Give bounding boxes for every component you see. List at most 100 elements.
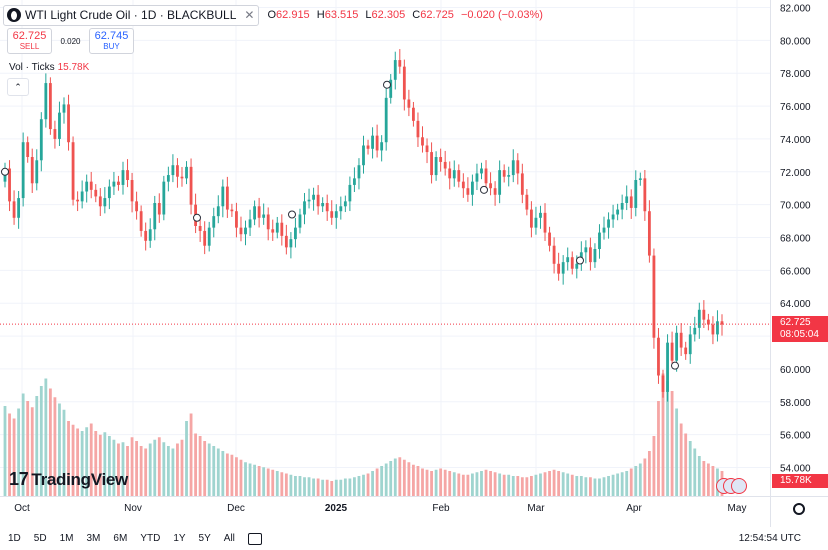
candle-body (153, 203, 157, 230)
candle-body (375, 135, 379, 151)
volume-bar (253, 464, 256, 496)
high-key: H (316, 9, 325, 21)
candle-body (53, 129, 57, 139)
candle-body (702, 309, 706, 320)
volume-bar (266, 468, 270, 496)
bar-countdown: 08:05:04 (780, 329, 819, 340)
candle-body (570, 257, 574, 269)
candle-body (611, 214, 615, 220)
candle-body (380, 142, 384, 151)
economic-event-flag-icon[interactable] (731, 478, 747, 494)
volume-bar (139, 446, 143, 496)
candle-body (557, 263, 561, 274)
candle-body (162, 181, 166, 215)
candle-body (516, 160, 520, 174)
volume-bar (135, 441, 139, 496)
volume-bar (275, 471, 279, 496)
volume-bar (98, 434, 102, 496)
volume-bar (235, 457, 238, 496)
candle-body (98, 196, 102, 207)
price-tick-label: 72.000 (780, 168, 811, 179)
volume-bar (443, 469, 447, 496)
volume-bar (520, 477, 524, 496)
candle-body (148, 229, 152, 241)
volume-bar (402, 459, 406, 496)
price-tick-label: 56.000 (780, 431, 811, 442)
volume-bar (26, 401, 30, 496)
range-button-5d[interactable]: 5D (33, 533, 47, 544)
volume-bar (157, 437, 161, 496)
time-tick-label: Nov (124, 503, 142, 514)
candle-body (85, 181, 89, 192)
candle-body (716, 321, 719, 335)
candle-body (316, 194, 320, 207)
volume-bar (421, 468, 424, 496)
chevron-up-icon[interactable]: ⌃ (7, 78, 29, 96)
candle-body (166, 175, 170, 182)
range-button-6m[interactable]: 6M (113, 533, 128, 544)
date-range-icon[interactable] (247, 532, 262, 545)
volume-bar (371, 471, 374, 496)
symbol-title[interactable]: WTI Light Crude Oil · 1D · BLACKBULL (25, 8, 237, 22)
candle-body (330, 211, 334, 218)
volume-bar (493, 472, 497, 496)
volume-bar (588, 477, 592, 496)
candle-body (452, 170, 456, 179)
oil-drop-icon (7, 8, 21, 22)
range-button-ytd[interactable]: YTD (140, 533, 161, 544)
high-value: 63.515 (324, 9, 359, 21)
tradingview-wordmark: TradingView (31, 469, 128, 489)
candle-body (62, 104, 66, 113)
candle-body (289, 239, 293, 248)
sell-label: SELL (19, 41, 40, 51)
range-button-all[interactable]: All (223, 533, 235, 544)
volume-bar (666, 381, 669, 496)
gear-icon[interactable] (793, 503, 805, 515)
volume-bar (393, 458, 397, 496)
range-button-3m[interactable]: 3M (86, 533, 101, 544)
candle-body (525, 194, 529, 210)
volume-bar (570, 474, 574, 496)
volume-bar (516, 476, 520, 496)
candle-body (189, 166, 193, 205)
candle-body (706, 319, 710, 325)
candle-body (348, 184, 352, 202)
candle-body (185, 166, 188, 179)
candle-body (430, 152, 433, 176)
last-price-value: 62.725 (780, 317, 811, 328)
volume-bar (452, 472, 456, 496)
candle-body (112, 181, 116, 187)
volume-bar (180, 439, 184, 496)
range-button-1m[interactable]: 1M (59, 533, 74, 544)
volume-bar (44, 378, 48, 496)
volume-bar (148, 443, 152, 496)
volume-bar (507, 474, 511, 496)
candle-body (157, 203, 161, 215)
candle-body (543, 212, 547, 233)
volume-bar (316, 478, 320, 496)
candle-body (593, 249, 597, 263)
volume-bar (548, 471, 551, 496)
range-button-5y[interactable]: 5Y (198, 533, 211, 544)
trade-panel: 62.725 SELL 0.020 62.745 BUY (7, 28, 134, 54)
change-value: −0.020 (−0.03%) (460, 9, 543, 21)
open-key: O (267, 9, 277, 21)
candle-body (107, 186, 111, 199)
candle-body (498, 170, 502, 195)
sell-button[interactable]: 62.725 SELL (7, 28, 52, 54)
candle-body (294, 227, 297, 240)
candle-body (176, 165, 179, 177)
candle-body (539, 212, 542, 218)
volume-legend[interactable]: Vol · Ticks 15.78K (9, 62, 89, 73)
volume-bar (543, 472, 547, 496)
ohlc-values: O62.915 H63.515 L62.305 C62.725 −0.020 (… (267, 9, 546, 21)
buy-button[interactable]: 62.745 BUY (89, 28, 134, 54)
range-button-1y[interactable]: 1Y (173, 533, 186, 544)
event-marker (383, 80, 391, 89)
symbol-box[interactable]: WTI Light Crude Oil · 1D · BLACKBULL ✕ (3, 4, 260, 26)
utc-clock[interactable]: 12:54:54 UTC (738, 533, 801, 544)
close-icon[interactable]: ✕ (244, 8, 255, 22)
range-button-1d[interactable]: 1D (8, 533, 21, 544)
candle-body (588, 247, 592, 263)
